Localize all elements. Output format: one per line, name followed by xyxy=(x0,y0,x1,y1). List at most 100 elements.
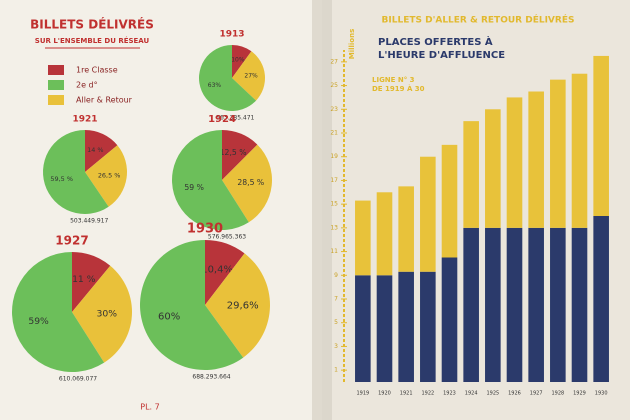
slice-label: 29,6% xyxy=(227,300,259,311)
bar-segment xyxy=(441,144,458,258)
pie-year: 1921 xyxy=(72,115,97,125)
x-tick-label: 1930 xyxy=(595,391,608,397)
bar-segment xyxy=(420,271,436,382)
x-tick-label: 1925 xyxy=(486,391,499,397)
x-tick-label: 1929 xyxy=(573,391,586,397)
slice-label: 12,5 % xyxy=(220,148,247,157)
pie-total: 576.965.363 xyxy=(208,234,246,241)
bar-segment xyxy=(528,227,544,382)
x-tick-label: 1927 xyxy=(530,391,543,397)
bar-segment xyxy=(463,227,479,382)
legend-label: 1re Classe xyxy=(76,66,118,75)
pie-total: 610.069.077 xyxy=(59,376,97,383)
bar-segment xyxy=(593,216,609,382)
bar-segment xyxy=(506,227,523,382)
x-tick-label: 1923 xyxy=(443,391,456,397)
slice-label: 63% xyxy=(208,82,222,89)
x-tick-label: 1922 xyxy=(421,391,434,397)
slice-label: 60% xyxy=(158,312,180,323)
pie-slice xyxy=(205,253,270,358)
y-tick-label: 15 xyxy=(330,201,338,208)
pie-slice xyxy=(11,252,105,373)
slice-label: 11 % xyxy=(72,274,96,285)
x-tick-label: 1928 xyxy=(551,391,564,397)
pie-slice xyxy=(85,130,118,172)
bar-segment xyxy=(506,97,523,228)
pie-total: 503.449.917 xyxy=(70,218,108,225)
slice-label: 26,5 % xyxy=(98,171,121,179)
slice-label: 10% xyxy=(231,56,245,63)
bar-segment xyxy=(571,227,588,382)
bar-segment xyxy=(376,275,393,382)
pie-slice xyxy=(205,240,245,305)
pie-total: 563.385.471 xyxy=(216,115,254,122)
bar-segment xyxy=(398,186,414,272)
bar-segment xyxy=(593,55,609,216)
legend-label: 2e d° xyxy=(76,81,98,90)
bar-segment xyxy=(398,271,414,382)
pie-year: 1924 xyxy=(208,114,236,125)
x-tick-label: 1921 xyxy=(400,391,413,397)
slice-label: 28,5 % xyxy=(237,178,264,187)
y-axis-label: Millions xyxy=(348,29,356,60)
pie-slice xyxy=(85,145,127,207)
pie-slice xyxy=(199,45,257,111)
x-tick-label: 1924 xyxy=(465,391,478,397)
legend-label: Aller & Retour xyxy=(76,96,133,105)
slice-label: 27% xyxy=(244,73,258,80)
plate-number: PL. 7 xyxy=(140,403,159,412)
bar-segment xyxy=(485,227,501,382)
x-tick-label: 1926 xyxy=(508,391,521,397)
x-tick-label: 1920 xyxy=(378,391,391,397)
y-tick-label: 23 xyxy=(330,106,338,113)
bar-segment xyxy=(550,79,566,228)
bar-title: BILLETS D'ALLER & RETOUR DÉLIVRÉS xyxy=(382,14,575,26)
bar-segment xyxy=(550,227,566,382)
pie-total: 688.293.664 xyxy=(192,374,230,381)
pie-slice xyxy=(72,265,133,363)
bar-segment xyxy=(355,275,371,382)
y-tick-label: 25 xyxy=(330,82,338,89)
y-tick-label: 13 xyxy=(330,224,338,231)
slice-label: 10,4% xyxy=(201,264,233,275)
y-tick-label: 9 xyxy=(334,272,338,279)
y-tick-label: 7 xyxy=(334,296,338,303)
bar-segment xyxy=(528,91,544,228)
y-tick-label: 3 xyxy=(334,343,338,350)
bar-subtitle: L'HEURE D'AFFLUENCE xyxy=(378,50,505,61)
slice-label: 59% xyxy=(28,316,49,327)
left-subtitle: SUR L'ENSEMBLE DU RÉSEAU xyxy=(35,36,150,45)
slice-label: 59 % xyxy=(184,183,204,192)
bar-segment xyxy=(441,257,458,382)
y-tick-label: 27 xyxy=(330,58,338,65)
left-title: BILLETS DÉLIVRÉS xyxy=(30,17,154,32)
bar-segment xyxy=(376,192,393,276)
bar-segment xyxy=(420,156,436,272)
bar-annotation: LIGNE N° 3 xyxy=(372,76,415,84)
bar-segment xyxy=(463,121,479,228)
pie-slice xyxy=(222,130,258,180)
legend-swatch xyxy=(48,80,64,90)
x-tick-label: 1919 xyxy=(356,391,369,397)
pie-slice xyxy=(139,239,244,370)
bar-subtitle: PLACES OFFERTES À xyxy=(378,35,493,48)
y-tick-label: 21 xyxy=(330,130,338,137)
legend-swatch xyxy=(48,65,64,75)
slice-label: 30% xyxy=(96,309,117,320)
pie-slice xyxy=(232,51,265,101)
pie-year: 1913 xyxy=(219,30,244,40)
bar-annotation: DE 1919 À 30 xyxy=(372,84,425,93)
pie-year: 1927 xyxy=(55,234,88,248)
slice-label: 14 % xyxy=(87,146,103,154)
bar-segment xyxy=(355,200,371,276)
y-tick-label: 11 xyxy=(330,248,338,255)
pie-slice xyxy=(222,144,272,223)
pie-slice xyxy=(72,252,111,312)
pie-slice xyxy=(172,130,249,230)
y-tick-label: 1 xyxy=(334,367,338,374)
pie-year: 1930 xyxy=(187,222,223,237)
pie-slice xyxy=(232,45,252,78)
slice-label: 59,5 % xyxy=(50,175,73,183)
y-tick-label: 5 xyxy=(334,319,338,326)
